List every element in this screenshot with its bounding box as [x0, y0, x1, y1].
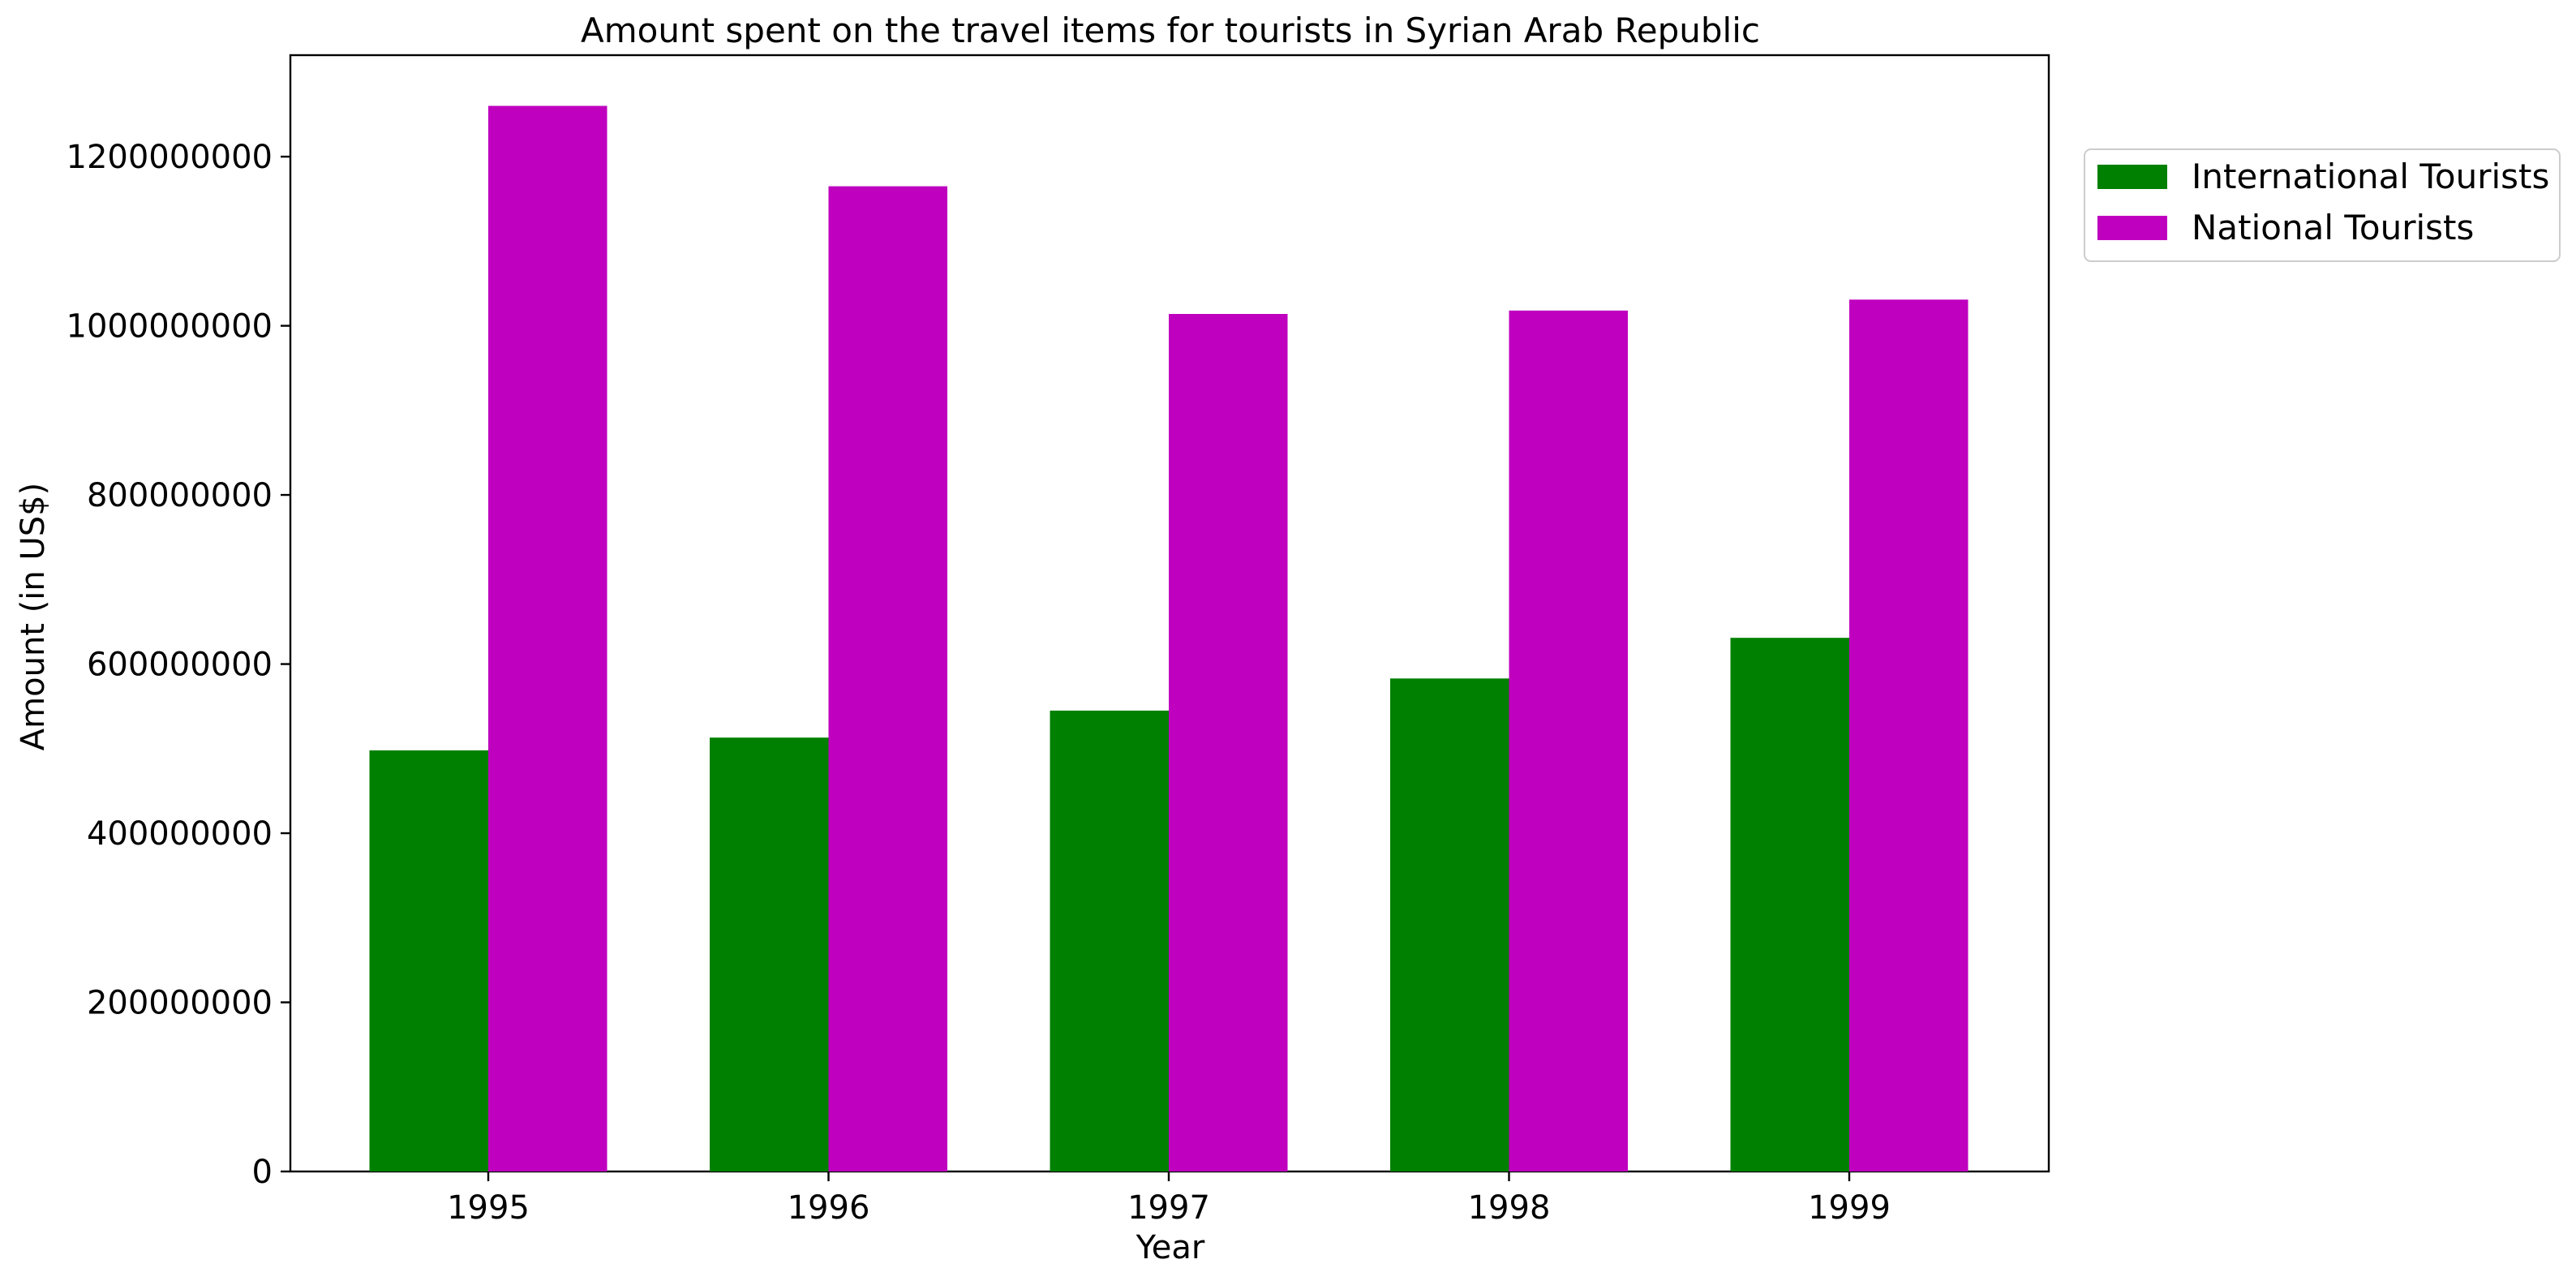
y-tick-label: 1200000000 [67, 139, 273, 176]
bar-national-tourists-1999 [1849, 299, 1968, 1171]
bar-international-tourists-1996 [710, 737, 829, 1171]
x-tick-label: 1998 [1468, 1189, 1551, 1227]
bar-national-tourists-1996 [828, 186, 947, 1172]
x-tick-label: 1996 [788, 1189, 870, 1227]
y-tick-label: 600000000 [87, 647, 273, 684]
x-tick-label: 1999 [1808, 1189, 1891, 1227]
bar-national-tourists-1995 [488, 105, 608, 1171]
bar-national-tourists-1998 [1509, 310, 1628, 1171]
legend-box [2084, 148, 2561, 262]
y-axis: 0 200000000 400000000 600000000 800000000 100… [67, 139, 290, 1191]
y-tick-label: 400000000 [87, 815, 273, 853]
chart-title: Amount spent on the travel items for tou… [581, 11, 1760, 50]
legend: International Tourists National Tourists [2084, 148, 2561, 262]
legend-label-2: National Tourists [2192, 208, 2474, 247]
bar-international-tourists-1997 [1050, 710, 1169, 1171]
y-tick-label: 200000000 [87, 985, 273, 1022]
legend-label-1: International Tourists [2192, 157, 2549, 196]
x-tick-label: 1997 [1127, 1189, 1210, 1227]
x-axis: 1995 1996 1997 1998 1999 [447, 1171, 1891, 1227]
legend-swatch-1 [2097, 165, 2167, 189]
x-axis-title: Year [1136, 1229, 1205, 1266]
y-axis-title: Amount (in US$) [15, 483, 52, 750]
y-tick-label: 1000000000 [67, 308, 273, 346]
bar-national-tourists-1997 [1169, 314, 1288, 1171]
bar-international-tourists-1999 [1730, 638, 1849, 1171]
y-tick-label: 800000000 [87, 477, 273, 514]
bar-international-tourists-1998 [1390, 678, 1509, 1171]
x-tick-label: 1995 [447, 1189, 530, 1227]
bar-international-tourists-1995 [369, 750, 488, 1171]
y-tick-label: 0 [252, 1154, 273, 1191]
legend-swatch-2 [2097, 216, 2167, 240]
bars-layer [369, 105, 1968, 1172]
